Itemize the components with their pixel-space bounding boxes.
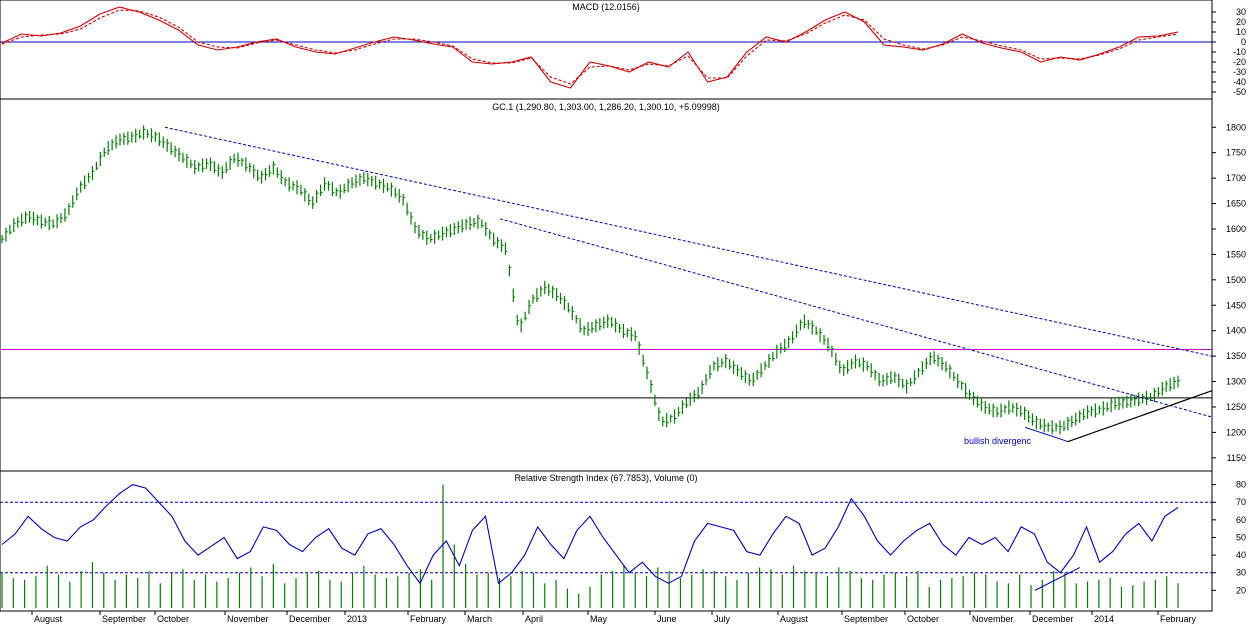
x-tick-label: July xyxy=(714,614,731,624)
x-tick-label: September xyxy=(844,614,888,624)
rsi-series-group xyxy=(1,484,1179,608)
price-tick-label: 1600 xyxy=(1226,224,1246,234)
rsi-divergence-line xyxy=(1034,567,1081,591)
macd-tick-label: -20 xyxy=(1233,57,1246,67)
macd-tick-label: -40 xyxy=(1233,77,1246,87)
price-tick-label: 1450 xyxy=(1226,300,1246,310)
macd-tick-label: -50 xyxy=(1233,87,1246,97)
bullish-divergence-annotation: bullish divergenc xyxy=(964,436,1032,446)
x-tick-label: December xyxy=(1032,614,1074,624)
rsi-line xyxy=(1,484,1179,585)
x-tick-label: August xyxy=(34,614,63,624)
x-tick-label: March xyxy=(467,614,492,624)
macd-signal-line xyxy=(1,9,1179,85)
price-tick-label: 1300 xyxy=(1226,377,1246,387)
rsi-title: Relative Strength Index (67.7853), Volum… xyxy=(514,473,697,483)
x-tick-label: November xyxy=(972,614,1014,624)
price-axis: 1800 1750 1700 1650 1600 1550 1500 1450 1400 1350… xyxy=(0,122,1246,463)
price-tick-label: 1400 xyxy=(1226,326,1246,336)
x-tick-label: August xyxy=(780,614,809,624)
price-tick-label: 1200 xyxy=(1226,427,1246,437)
macd-tick-label: -30 xyxy=(1233,67,1246,77)
resistance-trendline xyxy=(499,218,1213,418)
macd-tick-label: 10 xyxy=(1236,27,1246,37)
x-tick-label: 2013 xyxy=(347,614,367,624)
price-tick-label: 1250 xyxy=(1226,402,1246,412)
price-tick-label: 1150 xyxy=(1227,453,1246,463)
price-series-group xyxy=(1,125,1213,443)
rsi-panel: Relative Strength Index (67.7853), Volum… xyxy=(0,470,1246,612)
x-tick-label: February xyxy=(1160,614,1197,624)
price-panel: GC.1 (1,290.80, 1,303.00, 1,286.20, 1,30… xyxy=(0,98,1246,472)
rsi-tick-label: 80 xyxy=(1236,480,1246,490)
x-tick-label: February xyxy=(410,614,447,624)
price-tick-label: 1500 xyxy=(1226,275,1246,285)
support-trendline xyxy=(1067,390,1213,443)
macd-tick-label: 20 xyxy=(1236,17,1246,27)
x-tick-label: December xyxy=(289,614,331,624)
rsi-tick-label: 40 xyxy=(1236,550,1246,560)
macd-tick-label: -10 xyxy=(1233,47,1246,57)
x-tick-label: April xyxy=(525,614,543,624)
rsi-tick-label: 20 xyxy=(1236,585,1246,595)
x-axis: August September October November December 20… xyxy=(31,611,1197,624)
rsi-axis: 80 70 60 50 40 30 20 xyxy=(0,480,1246,595)
price-tick-label: 1700 xyxy=(1226,173,1246,183)
rsi-tick-label: 30 xyxy=(1236,568,1246,578)
x-tick-label: October xyxy=(907,614,939,624)
rsi-tick-label: 70 xyxy=(1236,497,1246,507)
macd-title: MACD (12.0156) xyxy=(572,2,640,12)
x-tick-label: October xyxy=(157,614,189,624)
rsi-tick-label: 50 xyxy=(1236,532,1246,542)
price-tick-label: 1350 xyxy=(1226,351,1246,361)
macd-tick-label: 30 xyxy=(1236,7,1246,17)
divergence-line xyxy=(1024,426,1069,443)
x-tick-label: 2014 xyxy=(1094,614,1114,624)
macd-line xyxy=(1,6,1179,89)
price-tick-label: 1550 xyxy=(1226,249,1246,259)
price-tick-label: 1750 xyxy=(1226,148,1246,158)
x-tick-label: November xyxy=(227,614,269,624)
rsi-tick-label: 60 xyxy=(1236,515,1246,525)
x-tick-label: June xyxy=(657,614,677,624)
macd-series-group xyxy=(1,6,1179,89)
price-tick-label: 1800 xyxy=(1226,122,1246,132)
price-tick-label: 1650 xyxy=(1226,199,1246,209)
x-tick-label: September xyxy=(102,614,146,624)
macd-tick-label: 0 xyxy=(1241,37,1246,47)
price-title: GC.1 (1,290.80, 1,303.00, 1,286.20, 1,30… xyxy=(492,102,719,112)
resistance-trendline xyxy=(164,126,1213,357)
x-tick-label: May xyxy=(590,614,608,624)
